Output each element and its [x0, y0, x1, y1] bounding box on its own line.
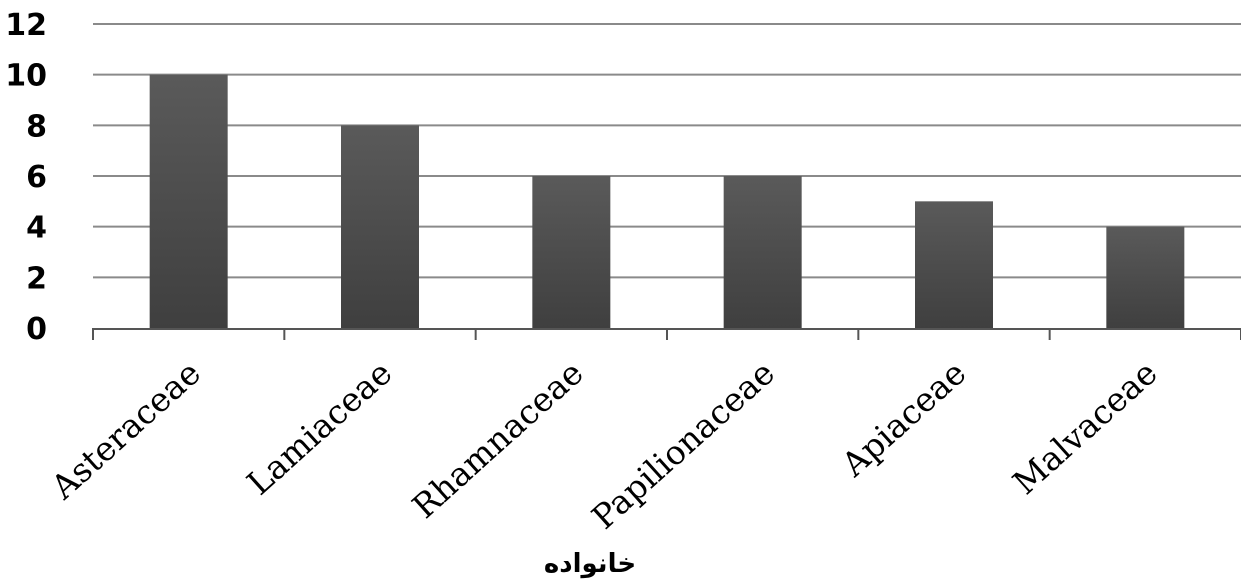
y-tick-label: 4 [26, 211, 47, 246]
bar-malvaceae [1106, 226, 1185, 328]
y-tick-label: 0 [26, 312, 47, 347]
y-tick-label: 2 [26, 261, 47, 296]
category-label-asteraceae: Asteraceae [43, 353, 208, 507]
x-axis-category-labels: Asteraceae Lamiaceae RhamnaceaePapilionace… [43, 353, 1165, 537]
category-label-malvaceae: Malvaceae [1005, 353, 1165, 502]
bar-rhamnaceae [532, 176, 611, 328]
category-label-lamiaceae: Lamiaceae [239, 353, 399, 503]
category-label-apiaceae: Apiaceae [833, 353, 973, 485]
category-label-rhamnaceae: Rhamnaceae [405, 353, 591, 526]
bars [149, 74, 1185, 329]
category-label-papilionaceae: Papilionaceae [584, 353, 782, 537]
bar-asteraceae [149, 74, 228, 329]
y-axis-tick-labels: 0 2 4 6 8 10 12 [5, 8, 47, 347]
y-tick-label: 6 [26, 160, 47, 195]
bar-lamiaceae [341, 125, 419, 328]
y-tick-label: 8 [26, 109, 47, 144]
y-tick-label: 10 [5, 59, 47, 94]
grid-lines [93, 23, 1241, 279]
bar-papilionaceae [723, 176, 802, 328]
x-axis [92, 328, 1241, 340]
bar-apiaceae [915, 201, 993, 328]
y-tick-label: 12 [5, 8, 47, 43]
x-axis-title: خانواده [544, 549, 636, 579]
